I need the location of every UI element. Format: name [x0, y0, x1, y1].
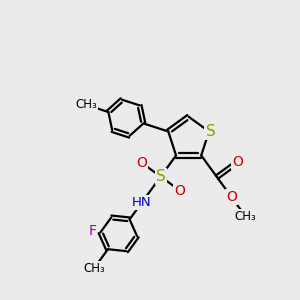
Text: CH₃: CH₃ — [76, 98, 98, 112]
Text: O: O — [226, 190, 237, 204]
Text: S: S — [206, 124, 215, 139]
Text: O: O — [232, 155, 243, 169]
Text: F: F — [88, 224, 96, 239]
Text: HN: HN — [132, 196, 152, 209]
Text: O: O — [175, 184, 185, 198]
Text: S: S — [156, 169, 166, 184]
Text: O: O — [136, 156, 147, 170]
Text: CH₃: CH₃ — [83, 262, 105, 275]
Text: CH₃: CH₃ — [235, 210, 256, 223]
